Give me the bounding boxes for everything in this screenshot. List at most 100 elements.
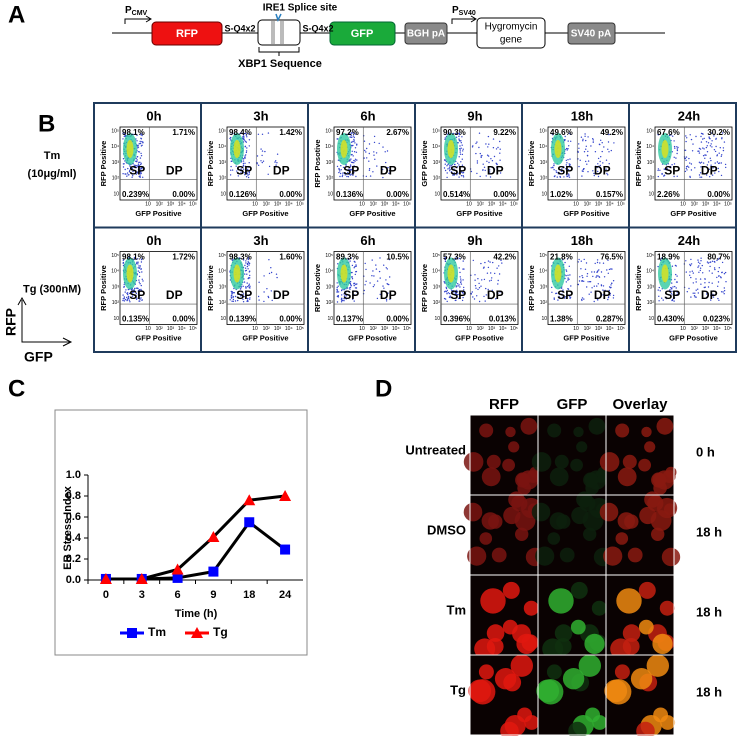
event-dot xyxy=(580,136,583,138)
event-dot xyxy=(689,162,691,164)
cell-blob xyxy=(651,527,665,541)
event-dot xyxy=(499,172,502,174)
event-dot xyxy=(595,276,597,278)
event-dot xyxy=(343,300,345,302)
event-dot xyxy=(668,134,671,137)
event-dot xyxy=(487,288,489,291)
quadrant-percent: 0.287% xyxy=(596,315,623,324)
event-dot xyxy=(349,288,351,290)
cell-blob xyxy=(599,452,620,472)
event-dot xyxy=(375,264,377,266)
event-dot xyxy=(356,291,358,293)
event-dot xyxy=(673,175,675,178)
event-dot xyxy=(267,295,269,298)
event-dot xyxy=(124,291,126,293)
event-dot xyxy=(385,267,387,269)
event-dot xyxy=(141,134,143,137)
cell-blob xyxy=(505,426,516,438)
event-dot xyxy=(345,291,347,293)
event-dot xyxy=(499,140,501,143)
y-tick-label: 10² xyxy=(433,176,441,182)
event-dot xyxy=(710,164,712,166)
event-dot xyxy=(263,291,265,293)
event-dot xyxy=(276,153,279,155)
event-dot xyxy=(673,145,676,148)
event-dot xyxy=(122,259,125,261)
event-dot xyxy=(608,286,611,288)
event-dot xyxy=(126,299,128,302)
event-dot xyxy=(553,169,555,171)
event-dot xyxy=(241,132,243,134)
event-dot xyxy=(710,143,712,145)
event-dot xyxy=(602,294,604,296)
event-dot xyxy=(244,264,246,267)
event-dot xyxy=(243,137,245,140)
event-dot xyxy=(353,140,355,142)
event-dot xyxy=(707,262,710,264)
event-dot xyxy=(586,286,588,288)
event-dot xyxy=(492,138,495,140)
event-dot xyxy=(244,165,247,167)
density-core xyxy=(661,140,669,158)
x-tick-label: 10³ xyxy=(702,201,710,207)
quadrant-label: DP xyxy=(701,288,718,302)
event-dot xyxy=(459,294,461,297)
event-dot xyxy=(676,148,678,150)
event-dot xyxy=(264,150,266,153)
event-dot xyxy=(372,285,375,288)
event-dot xyxy=(354,158,357,160)
event-dot xyxy=(601,142,603,144)
event-dot xyxy=(248,145,250,147)
event-dot xyxy=(376,165,378,167)
event-dot xyxy=(239,288,242,290)
event-dot xyxy=(569,158,571,160)
event-dot xyxy=(261,161,263,164)
event-dot xyxy=(704,157,706,159)
x-tick-label: 10 xyxy=(573,201,579,207)
y-tick-label: 10⁴ xyxy=(111,269,119,275)
quadrant-percent: 2.26% xyxy=(657,190,680,199)
event-dot xyxy=(458,156,460,158)
event-dot xyxy=(578,147,580,149)
y-tick-label: 10³ xyxy=(647,284,655,290)
event-dot xyxy=(716,161,719,163)
event-dot xyxy=(458,164,460,166)
event-dot xyxy=(608,163,610,165)
event-dot xyxy=(455,293,457,296)
event-dot xyxy=(459,286,461,288)
y-tick-label: 10⁵ xyxy=(646,253,654,259)
event-dot xyxy=(237,299,239,302)
event-dot xyxy=(562,259,564,261)
event-dot xyxy=(720,162,722,164)
cell-blob xyxy=(622,454,637,469)
event-dot xyxy=(382,285,384,287)
event-dot xyxy=(598,276,601,278)
event-dot xyxy=(551,166,554,168)
x-tick-label: 10⁴ xyxy=(392,326,400,332)
x-tick-label: 10² xyxy=(263,201,271,207)
event-dot xyxy=(352,144,354,147)
event-dot xyxy=(231,291,233,293)
event-dot xyxy=(336,286,338,289)
event-dot xyxy=(129,301,131,303)
event-dot xyxy=(591,271,593,273)
event-dot xyxy=(140,284,142,287)
cell-blob xyxy=(656,417,674,435)
quadrant-label: SP xyxy=(557,288,573,302)
event-dot xyxy=(243,281,246,283)
gfp-label: GFP xyxy=(351,28,374,40)
y-tick-label: 10² xyxy=(112,300,120,306)
event-dot xyxy=(460,175,463,177)
event-dot xyxy=(599,160,601,163)
panel-label: D xyxy=(375,375,392,402)
y-tick-label: 10⁵ xyxy=(646,128,654,134)
event-dot xyxy=(378,142,380,145)
rfp-box xyxy=(151,21,223,46)
event-dot xyxy=(697,261,700,263)
event-dot xyxy=(131,292,134,294)
event-dot xyxy=(584,268,587,270)
event-dot xyxy=(237,175,239,177)
cell-blob xyxy=(660,715,676,730)
event-dot xyxy=(230,160,232,162)
event-dot xyxy=(345,298,347,300)
